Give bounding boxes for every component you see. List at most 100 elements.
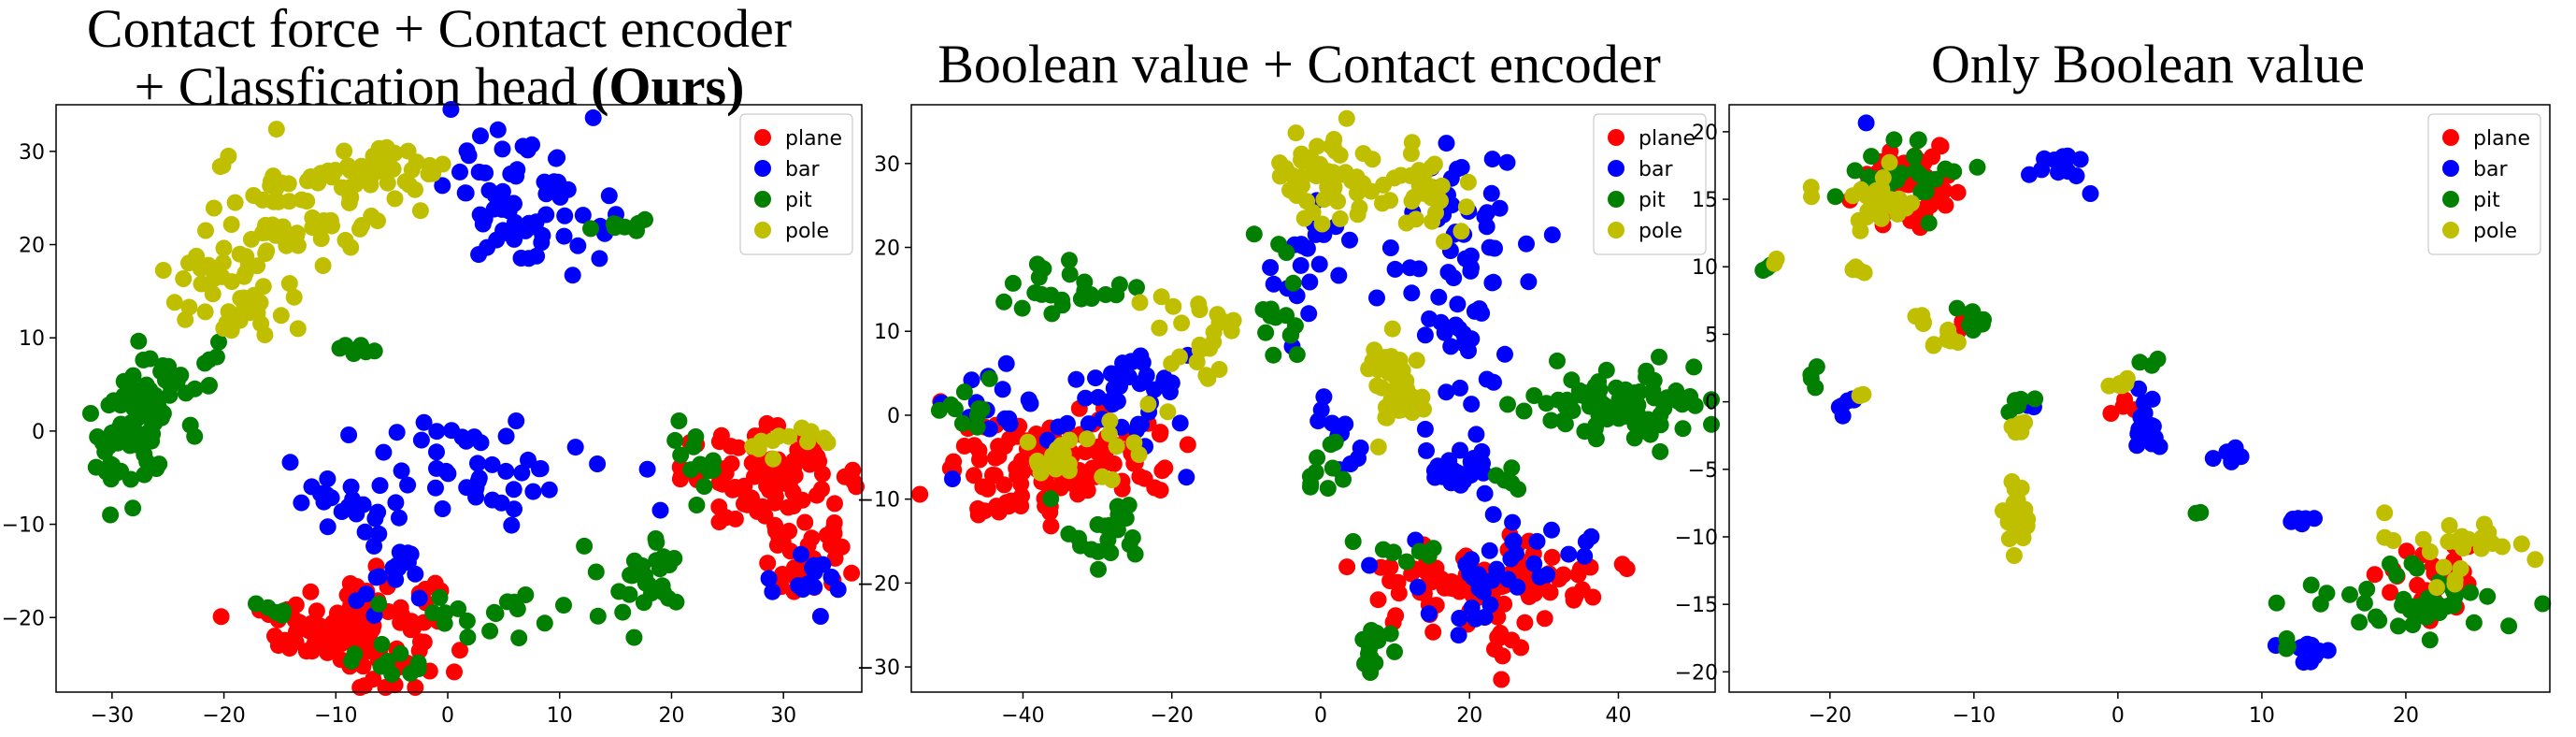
point-bar [497,427,515,445]
x-tick-label: 10 [2249,704,2275,728]
point-pole [2446,571,2464,588]
point-bar [319,518,336,536]
point-bar [1436,324,1453,341]
point-pole [2414,530,2432,548]
point-pole [2494,538,2511,556]
point-bar [367,569,385,586]
point-plane [736,477,753,495]
point-pit [1609,398,1626,416]
point-bar [1438,135,1455,152]
point-pole [1881,153,1898,171]
point-bar [1452,441,1468,459]
point-pit [2479,587,2497,605]
point-bar [1381,239,1399,256]
point-pit [1685,358,1703,376]
y-tick-label: 20 [874,238,900,261]
point-pole [314,257,332,274]
point-plane [1503,631,1521,649]
point-bar [1479,204,1496,222]
point-pole [2435,558,2453,576]
point-pit [2010,397,2026,414]
point-pit [409,660,427,678]
point-bar [399,476,417,494]
point-pit [2187,504,2205,522]
point-pit [2268,594,2285,612]
y-tick-label: 10 [19,327,45,351]
point-bar [505,481,522,499]
point-bar [1386,260,1404,278]
legend-label-pole: pole [1639,220,1682,243]
point-plane [338,603,355,621]
point-pole [1302,149,1320,166]
panel-2-title-line1: Boolean value + Contact encoder [937,34,1661,94]
y-tick-label: −20 [2,607,45,630]
point-bar [1324,414,1341,432]
point-pole [257,245,275,262]
point-pit [1968,158,1986,176]
point-pit [130,332,148,350]
point-pole [1457,198,1475,216]
point-bar [1449,160,1466,178]
point-bar [1462,262,1480,280]
point-pole [2447,533,2465,550]
panel-1-title: Contact force + Contact encoder + Classf… [0,0,879,116]
point-pole [2003,418,2021,436]
legend-label-plane: plane [2473,127,2530,151]
point-bar [1050,418,1067,436]
point-pole [267,121,285,138]
point-pit [2355,594,2373,612]
legend-label-plane: plane [1639,127,1696,151]
point-pole [232,309,250,326]
point-pole [1889,205,1907,223]
point-plane [345,633,363,651]
point-pit [1381,625,1399,643]
point-plane [1369,591,1387,609]
point-plane [1179,436,1196,454]
point-pit [692,455,709,473]
point-pit [459,629,477,646]
point-plane [813,481,830,498]
point-pole [175,270,193,287]
point-plane [1077,443,1094,461]
point-pole [1915,313,1932,331]
y-tick-label: 0 [32,421,45,444]
point-pit [517,586,535,603]
point-bar [1265,275,1282,293]
point-pole [1410,162,1428,180]
point-bar [1450,627,1467,644]
point-plane [1489,608,1507,626]
point-pole [1369,438,1387,455]
point-pit [1128,279,1145,296]
point-pit [181,416,199,434]
chart-3-frame [1728,104,2551,693]
point-pit [973,400,991,418]
point-plane [1042,517,1060,535]
point-bar [1341,231,1358,249]
point-bar [1104,396,1122,413]
point-plane [843,564,861,582]
point-plane [395,612,413,629]
point-bar [375,443,393,461]
point-pit [1028,255,1046,273]
point-plane [751,464,769,482]
point-bar [494,222,512,239]
point-pole [1313,215,1331,233]
point-pole [289,320,307,338]
point-pit [1108,286,1125,304]
point-pit [1257,324,1275,341]
point-pit [1624,405,1641,423]
point-pit [2462,584,2479,601]
point-pit [1674,420,1692,438]
legend-marker-pole [2442,222,2459,238]
point-pit [481,622,499,640]
point-bar [2232,448,2250,466]
point-bar [823,569,840,585]
legend-marker-plane [1608,129,1624,146]
point-bar [550,173,567,191]
point-bar [1301,273,1319,291]
point-bar [458,142,476,160]
point-plane [813,465,831,483]
point-bar [1080,415,1097,433]
point-pole [1408,352,1425,369]
point-pit [1577,384,1595,402]
